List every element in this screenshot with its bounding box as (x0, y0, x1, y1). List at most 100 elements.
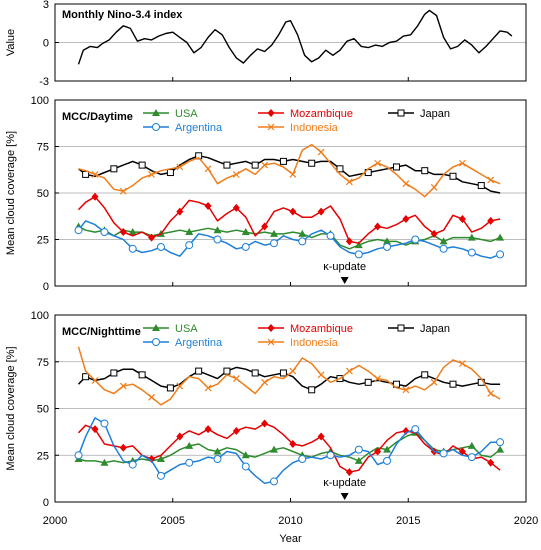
data-point (421, 371, 429, 379)
legend-label: Indonesia (290, 122, 339, 134)
data-point (402, 426, 410, 435)
data-point (156, 454, 165, 462)
data-point (383, 445, 392, 453)
x-tick-label: 2010 (278, 515, 302, 527)
data-point (289, 367, 297, 375)
y-axis-label: Mean cloud coverage [%] (5, 346, 17, 470)
data-point (166, 384, 174, 392)
x-tick-label: 2015 (396, 515, 420, 527)
data-point (430, 183, 438, 191)
data-point (176, 432, 184, 441)
series-line (77, 422, 501, 473)
data-point (317, 148, 325, 156)
data-point (251, 161, 259, 169)
legend-marker (152, 123, 160, 131)
data-point (317, 207, 325, 216)
legend-item-mozambique: Mozambique (258, 323, 353, 335)
legend-item-mozambique: Mozambique (258, 108, 353, 120)
data-point (439, 449, 448, 458)
data-point (241, 242, 250, 251)
data-point (138, 371, 146, 379)
legend-marker (267, 123, 275, 131)
data-point (289, 207, 297, 216)
y-tick-label: 0 (43, 38, 49, 50)
data-point (402, 180, 410, 188)
y-tick-label: 100 (31, 310, 49, 322)
series-line (78, 225, 501, 250)
x-tick-label: 2005 (161, 515, 185, 527)
data-point (261, 161, 269, 169)
data-point (458, 159, 466, 167)
data-point (289, 170, 297, 178)
data-point (392, 163, 400, 171)
data-point (496, 445, 505, 453)
data-point (298, 237, 307, 246)
data-point (176, 207, 184, 216)
y-tick-label: 75 (37, 142, 49, 154)
kappa-update-arrow (340, 493, 349, 500)
legend-marker (152, 338, 160, 346)
data-point (128, 244, 137, 253)
data-point (289, 440, 297, 449)
legend-marker (152, 324, 160, 331)
data-point (270, 239, 279, 248)
legend-label: Japan (420, 108, 450, 120)
series-mozambique (77, 192, 501, 246)
legend-marker (267, 338, 275, 346)
x-tick-label: 2000 (43, 515, 67, 527)
series-indonesia (77, 346, 501, 406)
data-point (261, 378, 269, 386)
data-point (298, 229, 307, 237)
data-point (176, 163, 184, 171)
panel-title: MCC/Nighttime (62, 326, 141, 338)
data-point (354, 241, 363, 249)
data-point (467, 248, 476, 257)
data-point (241, 228, 250, 236)
panel-title: Monthly Nino-3.4 index (62, 9, 183, 21)
nino-panel: 3 0 -3 Value Monthly Nino-3.4 index (5, 0, 527, 88)
data-point (430, 378, 438, 386)
data-point (308, 159, 316, 167)
data-point (467, 441, 476, 449)
data-point (148, 233, 156, 242)
series-argentina (74, 220, 505, 259)
daytime-panel: 0 25 50 75 100 Mean cloud coverage [%] MCC/Day… (5, 95, 527, 293)
data-point (148, 393, 155, 401)
data-point (354, 250, 363, 259)
legend-item-japan: Japan (388, 108, 450, 120)
y-axis-label: Mean cloud coverage [%] (5, 131, 17, 255)
data-point (213, 226, 222, 234)
data-point (213, 235, 222, 244)
series-argentina (74, 417, 505, 486)
data-point (345, 178, 353, 186)
legend-marker (267, 324, 275, 332)
legend: USA Mozambique Japan Argentina Indonesia (143, 323, 450, 349)
kappa-update-label: κ-update (323, 261, 366, 273)
data-point (345, 367, 353, 375)
legend-marker (152, 109, 160, 116)
data-point (128, 228, 137, 236)
data-point (119, 443, 127, 452)
kappa-update-arrow (340, 277, 349, 284)
data-point (374, 222, 382, 231)
data-point (82, 373, 90, 381)
data-point (148, 170, 155, 178)
data-point (374, 159, 382, 167)
data-point (496, 438, 505, 447)
x-axis: 2000 2005 2010 2015 2020 (43, 515, 538, 527)
data-point (279, 369, 287, 377)
data-point (156, 471, 165, 480)
data-point (232, 203, 240, 212)
nighttime-panel: 0 25 50 75 100 Mean cloud coverage [%] MCC/Nig… (5, 310, 527, 509)
data-point (487, 216, 495, 225)
legend-item-argentina: Argentina (143, 337, 223, 349)
data-point (213, 454, 222, 463)
data-point (119, 382, 127, 390)
data-point (402, 215, 410, 224)
legend-label: Indonesia (290, 337, 339, 349)
data-point (204, 202, 212, 211)
legend-label: USA (175, 108, 198, 120)
data-point (326, 451, 335, 460)
data-point (119, 228, 127, 237)
series-line (77, 346, 501, 406)
